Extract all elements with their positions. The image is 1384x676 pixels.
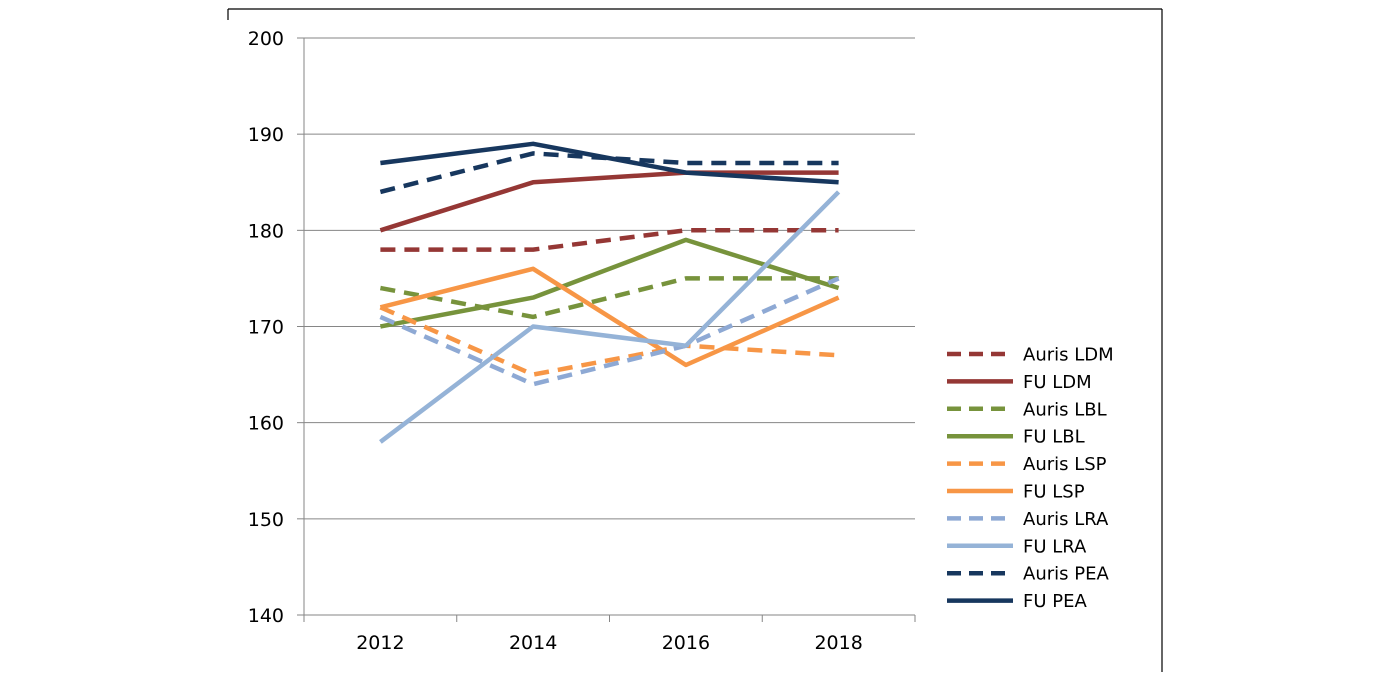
x-tick-label: 2014 [509, 632, 557, 654]
axes: 140 150 160 170 180 190 200 2012 2014 2016 2018 [248, 28, 916, 654]
legend-label: FU PEA [1023, 591, 1087, 612]
x-tick-label: 2018 [814, 632, 862, 654]
legend-label: Auris LDM [1023, 345, 1114, 366]
y-tick-label: 160 [248, 413, 284, 435]
y-tick-label: 140 [248, 605, 284, 627]
legend-label: Auris PEA [1023, 564, 1109, 585]
series-line-auris-lsp [379, 305, 839, 377]
series-lines [379, 141, 841, 444]
y-tick-label: 180 [248, 220, 284, 242]
series-line-fu-lra [379, 190, 841, 444]
legend-label: Auris LBL [1023, 399, 1107, 420]
legend-label: FU LDM [1023, 372, 1092, 393]
y-tick-label: 170 [248, 317, 284, 339]
series-line-fu-pea [380, 141, 839, 185]
y-tick-label: 200 [248, 28, 284, 50]
series-line-auris-lbl [379, 276, 839, 320]
legend-label: Auris LSP [1023, 454, 1107, 475]
legend-label: FU LRA [1023, 536, 1087, 557]
series-line-fu-lbl [379, 237, 840, 329]
legend-label: Auris LRA [1023, 509, 1109, 530]
series-line-fu-ldm [379, 170, 839, 233]
gridlines [304, 37, 915, 520]
x-tick-label: 2012 [356, 632, 404, 654]
series-line-auris-ldm [380, 228, 839, 252]
legend: Auris LDM FU LDM Auris LBL FU LBL Auris LSP F… [947, 345, 1114, 612]
series-line-auris-lra [379, 276, 840, 387]
series-line-fu-lsp [379, 266, 840, 368]
legend-label: FU LBL [1023, 427, 1085, 448]
y-tick-label: 190 [248, 124, 284, 146]
series-line-auris-pea [379, 151, 839, 195]
y-tick-label: 150 [248, 509, 284, 531]
legend-label: FU LSP [1023, 482, 1085, 503]
x-tick-label: 2016 [662, 632, 710, 654]
